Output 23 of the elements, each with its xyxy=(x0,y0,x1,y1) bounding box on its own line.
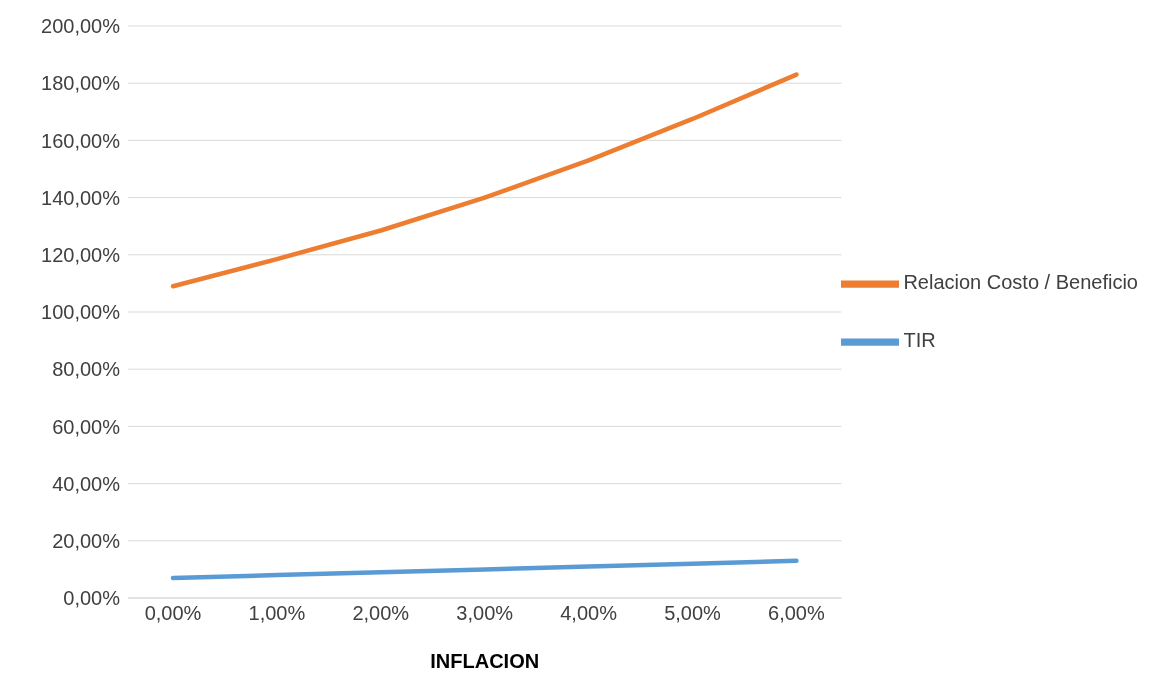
x-tick-label: 4,00% xyxy=(560,602,618,625)
y-tick-label: 120,00% xyxy=(41,243,121,266)
x-tick-label: 5,00% xyxy=(664,602,722,625)
y-tick-label: 140,00% xyxy=(41,186,121,209)
line-series xyxy=(170,558,799,581)
x-tick-label: 6,00% xyxy=(768,602,825,625)
x-axis-title: INFLACION xyxy=(430,650,540,672)
y-tick-label: 200,00% xyxy=(41,15,121,38)
y-tick-label: 40,00% xyxy=(52,472,121,495)
legend-label: Relacion Costo / Beneficio xyxy=(903,271,1138,294)
y-tick-label: 160,00% xyxy=(41,129,121,152)
y-tick-label: 180,00% xyxy=(41,72,121,95)
line-series xyxy=(170,72,799,289)
y-tick-label: 20,00% xyxy=(52,529,121,552)
legend-label: TIR xyxy=(903,329,936,352)
y-tick-label: 60,00% xyxy=(52,415,121,438)
x-tick-label: 3,00% xyxy=(456,602,514,625)
y-tick-label: 100,00% xyxy=(41,301,121,324)
x-tick-label: 0,00% xyxy=(144,602,202,625)
x-tick-label: 1,00% xyxy=(248,602,306,625)
x-tick-label: 2,00% xyxy=(352,602,410,625)
y-tick-label: 0,00% xyxy=(63,587,121,610)
y-tick-label: 80,00% xyxy=(52,358,121,381)
